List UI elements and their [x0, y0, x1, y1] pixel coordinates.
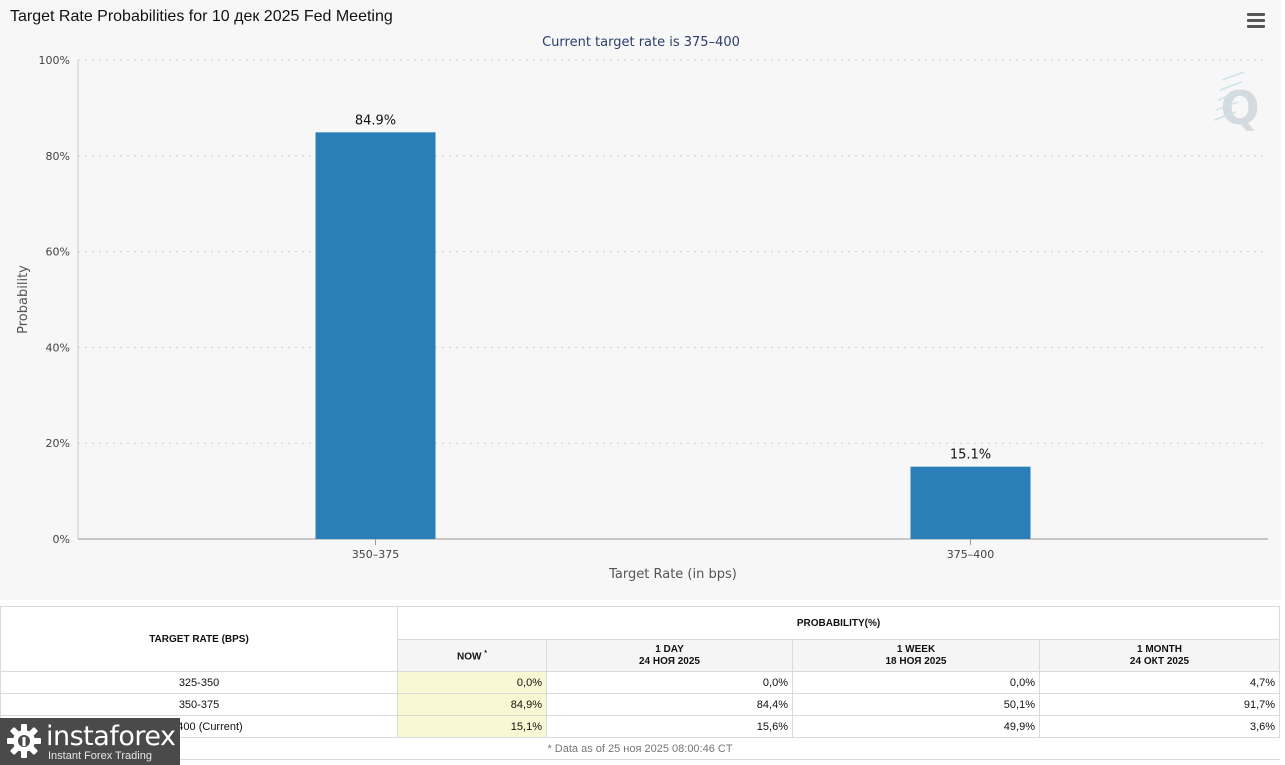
month-cell: 91,7%	[1038, 693, 1281, 716]
header-target-rate: TARGET RATE (BPS)	[0, 606, 398, 672]
watermark-logo: Q	[1220, 81, 1259, 135]
day-cell: 0,0%	[546, 671, 793, 694]
rate-cell: 325-350	[0, 671, 398, 694]
brand-name: instaforex	[46, 721, 176, 752]
now-cell: 15,1%	[397, 715, 547, 738]
y-tick-label: 20%	[46, 437, 70, 450]
hamburger-menu-icon[interactable]	[1247, 13, 1265, 28]
x-axis-title: Target Rate (in bps)	[608, 567, 737, 582]
watermark-stripe	[1219, 81, 1243, 91]
rate-cell: 350-375	[0, 693, 398, 716]
chart-title: Target Rate Probabilities for 10 дек 202…	[10, 8, 393, 25]
brand-tagline: Instant Forex Trading	[48, 750, 152, 762]
y-tick-label: 100%	[39, 54, 70, 67]
now-cell: 84,9%	[397, 693, 547, 716]
instaforex-logo: instaforex Instant Forex Trading	[0, 718, 180, 765]
watermark-stripe	[1217, 91, 1241, 101]
month-cell: 4,7%	[1038, 671, 1281, 694]
x-tick-label: 350–375	[352, 548, 400, 561]
watermark-stripe	[1213, 111, 1237, 121]
column-1-month: 1 MONTH 24 ОКТ 2025	[1038, 639, 1281, 672]
data-label: 84.9%	[355, 113, 396, 128]
day-cell: 84,4%	[546, 693, 793, 716]
bar-chart: Current target rate is 375–400 0% 20% 40% 60…	[16, 35, 1268, 582]
data-footnote: * Data as of 25 ноя 2025 08:00:46 CT	[0, 737, 1280, 760]
week-cell: 49,9%	[792, 715, 1040, 738]
probability-table: TARGET RATE (BPS) PROBABILITY(%) NOW * 1…	[0, 606, 1281, 760]
week-cell: 0,0%	[792, 671, 1040, 694]
bar	[315, 132, 436, 540]
chart-panel: Target Rate Probabilities for 10 дек 202…	[10, 8, 1268, 582]
watermark-stripe	[1221, 71, 1245, 81]
table-row: 375-400 (Current) 15,1% 15,6% 49,9% 3,6%	[0, 715, 1281, 738]
chart-subtitle: Current target rate is 375–400	[542, 35, 740, 50]
header-probability: PROBABILITY(%)	[396, 606, 1281, 640]
month-cell: 3,6%	[1038, 715, 1281, 738]
table-row: 325-350 0,0% 0,0% 0,0% 4,7%	[0, 671, 1281, 694]
table-row: 350-375 84,9% 84,4% 50,1% 91,7%	[0, 693, 1281, 716]
now-cell: 0,0%	[397, 671, 547, 694]
y-tick-label: 0%	[53, 533, 70, 546]
gear-logo-icon	[7, 724, 41, 758]
y-axis-title: Probability	[16, 265, 31, 334]
x-tick-label: 375–400	[947, 548, 995, 561]
week-cell: 50,1%	[792, 693, 1040, 716]
day-cell: 15,6%	[546, 715, 793, 738]
bar	[910, 466, 1031, 539]
y-tick-label: 60%	[46, 246, 70, 259]
column-now: NOW *	[397, 639, 547, 672]
y-tick-label: 40%	[46, 341, 70, 354]
y-tick-label: 80%	[46, 150, 70, 163]
watermark-stripe	[1215, 101, 1239, 111]
column-1-week: 1 WEEK 18 НОЯ 2025	[792, 639, 1040, 672]
column-1-day: 1 DAY 24 НОЯ 2025	[546, 639, 793, 672]
data-label: 15.1%	[950, 448, 991, 463]
